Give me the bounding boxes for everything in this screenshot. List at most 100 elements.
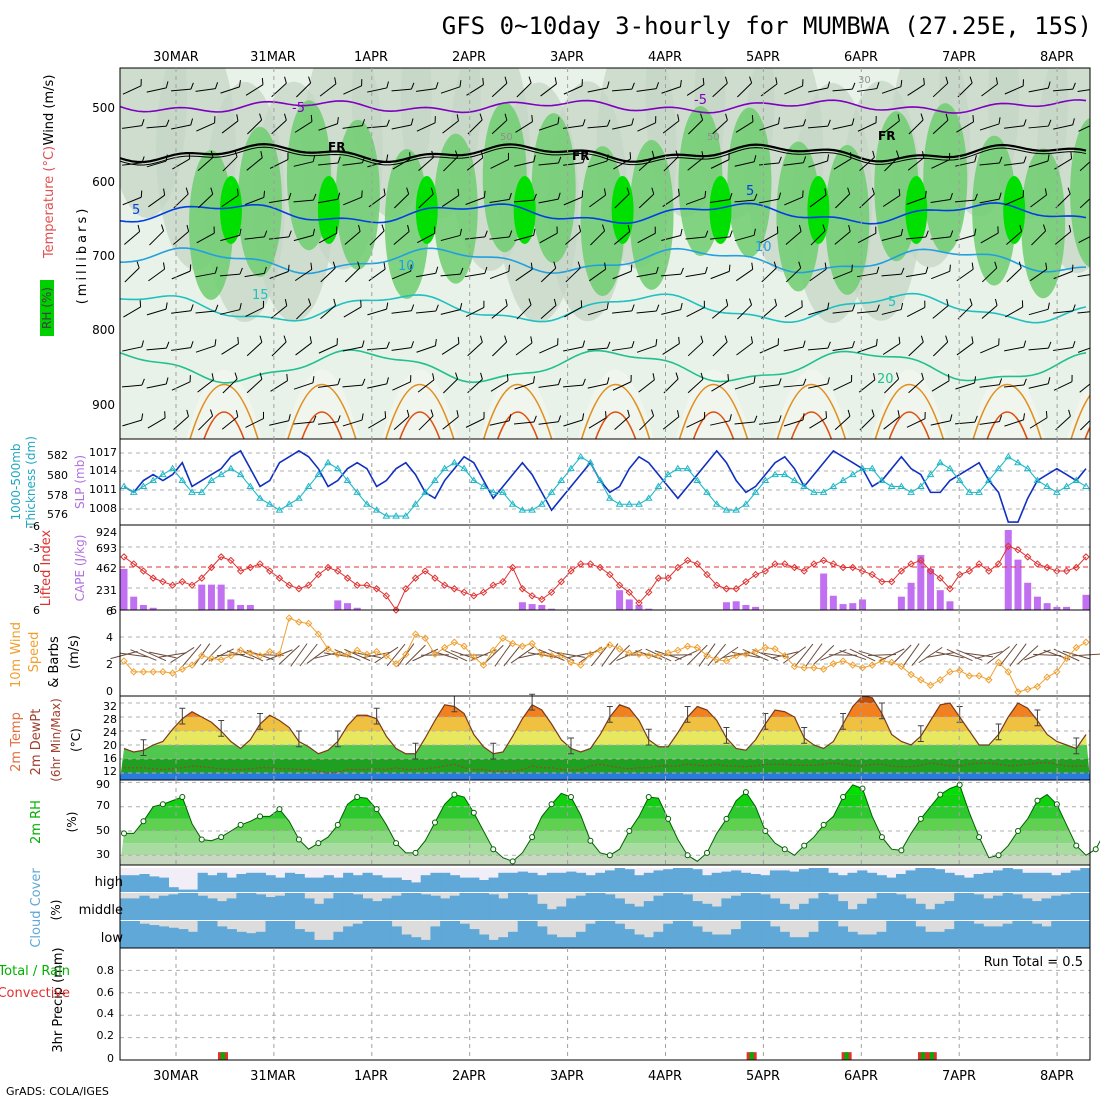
cloud-cell bbox=[915, 868, 926, 892]
barb-shaft bbox=[637, 232, 656, 244]
wind-speed-marker bbox=[625, 649, 634, 657]
barb-shaft bbox=[759, 421, 779, 425]
wind-barb bbox=[685, 266, 708, 278]
barb-flag bbox=[361, 378, 366, 386]
cloud-cell bbox=[236, 931, 247, 948]
isotherm-label: 20 bbox=[877, 372, 894, 387]
barb-flag bbox=[748, 298, 753, 306]
barb-flag bbox=[998, 156, 1003, 164]
barb-shaft bbox=[195, 272, 216, 278]
precip-legend-total: Total / Rain bbox=[0, 964, 70, 979]
cloud-cell bbox=[226, 898, 237, 920]
isotherm-25 bbox=[678, 383, 749, 439]
barb-flag bbox=[998, 415, 1003, 422]
cloud-cell bbox=[866, 934, 878, 948]
wind-barb bbox=[319, 77, 337, 97]
cloud-cell bbox=[275, 895, 286, 920]
cloud-cell bbox=[236, 874, 247, 892]
wind-speed-marker bbox=[285, 614, 293, 622]
cape-tick: 693 bbox=[96, 542, 117, 555]
wind-barb bbox=[294, 114, 313, 133]
barb-shaft bbox=[688, 119, 703, 135]
barb-shaft bbox=[611, 88, 633, 92]
wind-axis-label: & Barbs bbox=[47, 636, 62, 688]
barb-shaft bbox=[221, 120, 239, 134]
cloud-cell bbox=[915, 903, 926, 920]
rh-marker bbox=[334, 821, 341, 828]
thickness-marker bbox=[129, 488, 138, 495]
thickness-marker bbox=[479, 482, 488, 489]
barb-shaft bbox=[170, 88, 192, 92]
wind-speed-marker bbox=[887, 658, 896, 667]
wind-speed-marker bbox=[470, 653, 478, 661]
wind10-barb bbox=[999, 643, 1018, 667]
cloud-cell bbox=[236, 893, 247, 920]
barb-flag bbox=[310, 262, 313, 270]
barb-shaft bbox=[1004, 346, 1024, 352]
wind-speed-marker bbox=[800, 664, 808, 672]
barb-shaft bbox=[1054, 231, 1072, 245]
barb-flag bbox=[582, 156, 586, 163]
cloud-cell bbox=[692, 926, 703, 948]
wind-barb bbox=[441, 336, 460, 355]
barb-flag bbox=[949, 230, 954, 238]
barb-shaft bbox=[440, 309, 461, 315]
rh-tick: 90 bbox=[96, 778, 110, 791]
isotherm-FR bbox=[120, 143, 1087, 164]
wind-barb bbox=[1079, 379, 1090, 393]
lifted-index-marker bbox=[751, 570, 760, 579]
rh-marker bbox=[859, 785, 866, 792]
wind-barb bbox=[638, 187, 655, 209]
top-date-label: 3APR bbox=[550, 50, 584, 65]
temperature-axis-label: (6hr Min/Max) bbox=[49, 698, 63, 782]
wind-barb bbox=[342, 340, 365, 352]
barb-shaft bbox=[538, 198, 559, 204]
barb-flag bbox=[288, 192, 292, 200]
wind10-barb bbox=[698, 643, 716, 667]
top-date-label: 2APR bbox=[452, 50, 486, 65]
thickness-marker bbox=[790, 476, 799, 484]
barb-flag bbox=[778, 378, 782, 385]
barb-flag bbox=[728, 152, 730, 160]
cloud-cell bbox=[314, 939, 325, 948]
barb-shaft bbox=[492, 341, 507, 357]
barb-shaft bbox=[417, 379, 435, 393]
wind-speed-marker bbox=[479, 661, 488, 669]
barb-flag bbox=[160, 224, 165, 232]
barb-flag bbox=[288, 230, 292, 238]
thickness-tick: 576 bbox=[47, 508, 68, 521]
cape-bar bbox=[334, 600, 342, 610]
barb-flag bbox=[553, 298, 557, 306]
precip-bar-total bbox=[220, 1052, 225, 1060]
rh-axis-label: 2m RH bbox=[29, 800, 44, 844]
cloud-cell bbox=[905, 898, 916, 920]
wind-barb bbox=[809, 262, 827, 282]
barb-flag bbox=[651, 150, 655, 158]
barb-shaft bbox=[712, 82, 728, 98]
wind-barb bbox=[562, 378, 586, 388]
cloud-cell bbox=[944, 872, 955, 892]
wind-barb bbox=[930, 230, 954, 240]
barb-shaft bbox=[293, 161, 314, 167]
rh-band bbox=[120, 794, 1090, 807]
isotherm-label: 15 bbox=[252, 288, 269, 303]
wind-barb bbox=[563, 340, 586, 352]
isotherm-label: 50 bbox=[500, 132, 513, 143]
barb-flag bbox=[578, 224, 582, 232]
credit: GrADS: COLA/IGES bbox=[6, 1085, 109, 1098]
wind10-barb bbox=[867, 653, 896, 657]
wind-barb bbox=[514, 376, 535, 390]
thickness-marker bbox=[926, 470, 935, 478]
wind-barb bbox=[219, 267, 243, 277]
cloud-cell bbox=[925, 931, 936, 948]
lifted-index-marker bbox=[567, 567, 575, 575]
cloud-cell bbox=[207, 898, 218, 920]
lifted-index-axis-label: Lifted Index bbox=[39, 529, 54, 606]
barb-flag bbox=[606, 154, 609, 162]
wind-barb bbox=[612, 341, 635, 351]
thickness-marker bbox=[800, 482, 809, 489]
barb-shaft bbox=[122, 85, 142, 95]
barb-flag bbox=[190, 341, 194, 348]
wind10-barb bbox=[405, 644, 426, 666]
wind-barb bbox=[293, 155, 316, 167]
